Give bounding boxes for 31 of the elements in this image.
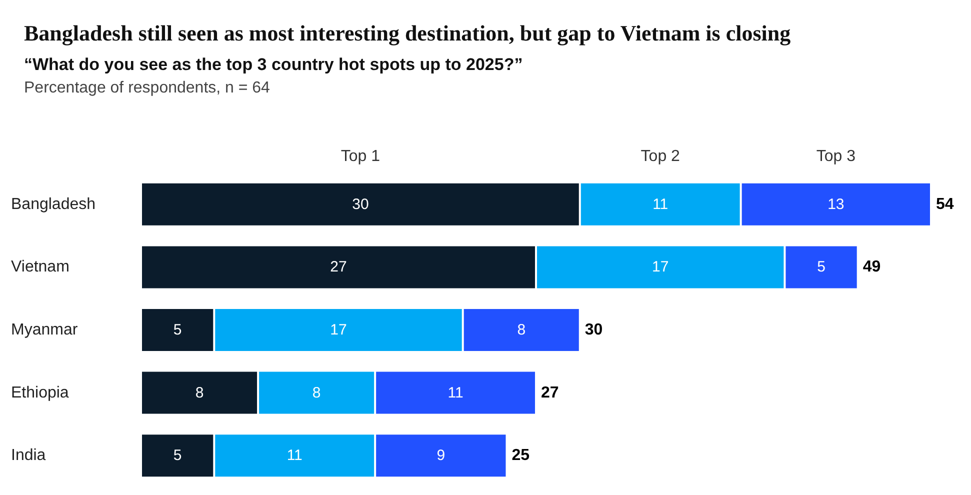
y-tick-label: Myanmar <box>11 322 78 338</box>
y-tick-label: India <box>11 447 46 464</box>
text: Percentage of respondents, n = 64 <box>24 80 270 96</box>
total-label: 54 <box>936 196 954 213</box>
series-label: Top 2 <box>640 148 680 165</box>
y-tick-label: Bangladesh <box>11 196 96 213</box>
data-label: 17 <box>652 258 669 276</box>
y-tick-label: Vietnam <box>11 258 70 276</box>
data-label: 9 <box>436 447 446 464</box>
total-label: 27 <box>541 384 559 402</box>
chart-subtitle: “What do you see as the top 3 country hot spots up to 2025?” <box>24 55 523 74</box>
total-label: 25 <box>512 447 530 464</box>
total-label: 30 <box>584 322 603 338</box>
chart-title: Bangladesh still seen as most interesting destination, but gap to Vietnam is closing <box>24 20 791 46</box>
data-label: 8 <box>195 384 204 402</box>
data-label: 13 <box>828 196 844 213</box>
data-label: 8 <box>312 384 321 402</box>
data-label: 11 <box>286 447 302 464</box>
data-label: 5 <box>173 447 182 464</box>
data-label: 27 <box>330 258 347 276</box>
data-label: 17 <box>330 322 347 338</box>
data-label: 11 <box>448 384 464 402</box>
data-label: 8 <box>517 322 526 338</box>
data-label: 5 <box>173 322 182 338</box>
data-label: 11 <box>652 196 668 213</box>
data-label: 5 <box>817 258 826 276</box>
series-label: Top 1 <box>340 148 380 165</box>
data-label: 30 <box>352 196 369 213</box>
series-label: Top 3 <box>816 148 856 165</box>
y-tick-label: Ethiopia <box>11 384 69 402</box>
total-label: 49 <box>862 258 881 276</box>
